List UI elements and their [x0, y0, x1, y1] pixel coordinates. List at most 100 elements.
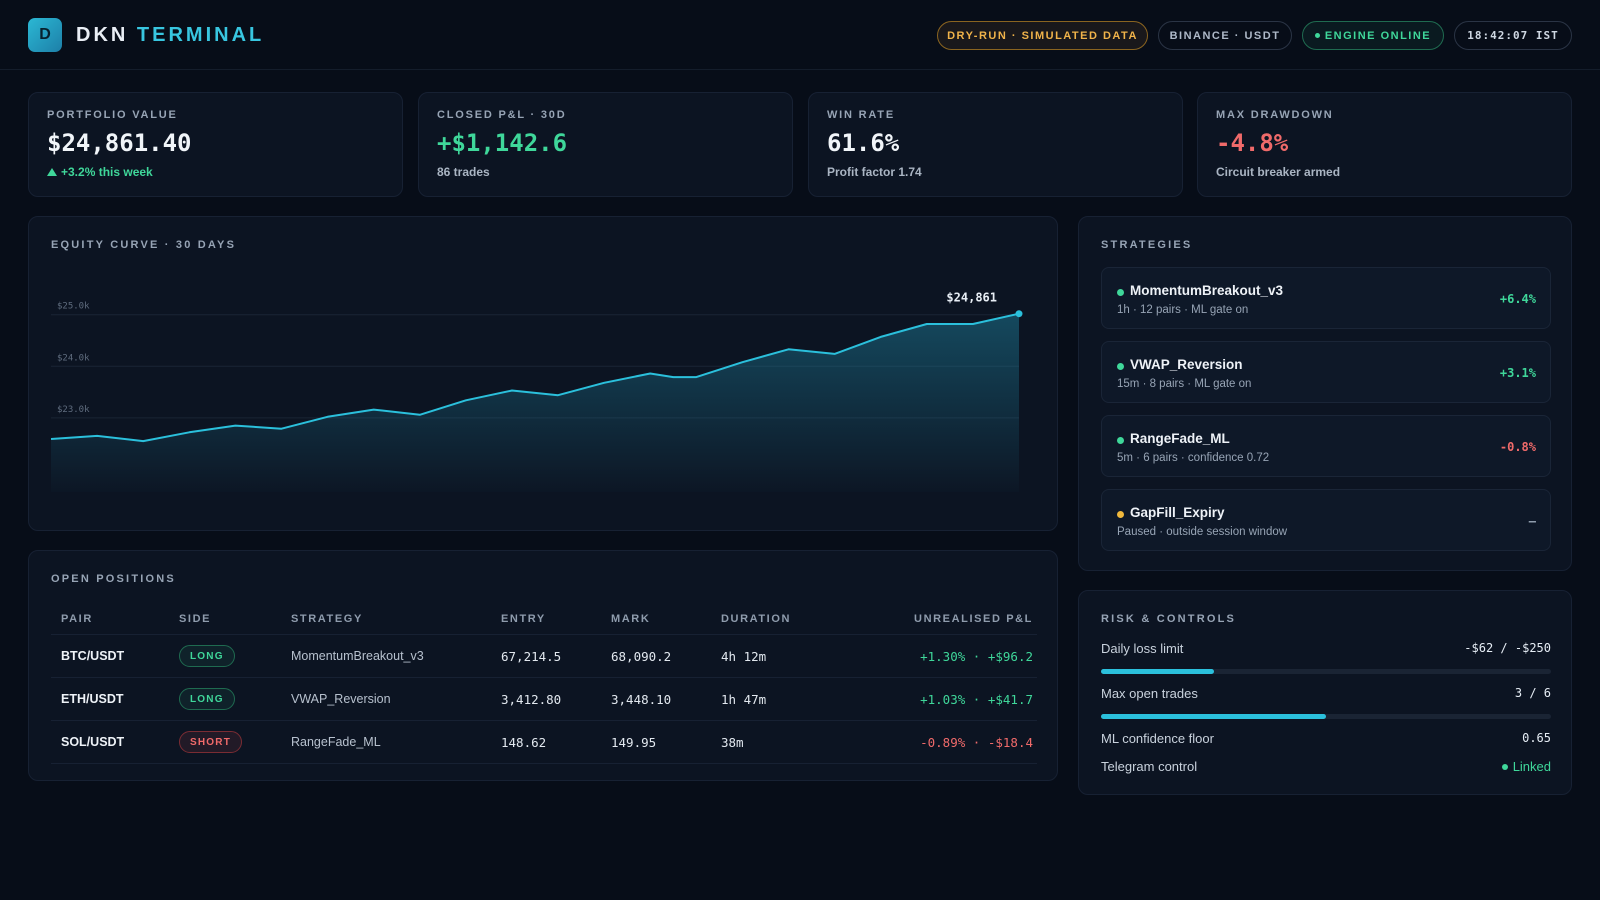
cell-mark: 68,090.2: [611, 649, 672, 664]
cell-pair: BTC/USDT: [61, 649, 125, 663]
cell-duration: 4h 12m: [721, 649, 767, 664]
status-dot-icon: [1117, 511, 1124, 518]
cell-mark: 3,448.10: [611, 692, 672, 707]
strategy-performance: +6.4%: [1499, 292, 1536, 306]
table-row[interactable]: ETH/USDT LONG VWAP_Reversion 3,412.80 3,…: [51, 678, 1037, 721]
daily-loss-value: -$62 / -$250: [1464, 641, 1551, 655]
exchange-badge-label: BINANCE · USDT: [1169, 29, 1281, 42]
max-trades-row: Max open trades 3 / 6: [1101, 686, 1551, 701]
engine-status-dot-icon: [1314, 33, 1320, 38]
daily-loss-label: Daily loss limit: [1101, 641, 1184, 656]
table-row[interactable]: BTC/USDT LONG MomentumBreakout_v3 67,214…: [51, 635, 1037, 678]
kpi-label: CLOSED P&L · 30D: [437, 109, 567, 121]
column-header-side[interactable]: SIDE: [179, 613, 212, 625]
side-badge: LONG: [179, 645, 235, 667]
strategy-item[interactable]: RangeFade_ML 5m · 6 pairs · confidence 0…: [1101, 415, 1551, 477]
top-bar: D DKN TERMINAL DRY-RUN · SIMULATED DATA …: [0, 0, 1600, 70]
y-tick-label: $25.0k: [57, 302, 90, 312]
table-row[interactable]: SOL/USDT SHORT RangeFade_ML 148.62 149.9…: [51, 721, 1037, 764]
side-badge: SHORT: [179, 731, 242, 753]
kpi-max-drawdown: MAX DRAWDOWN -4.8% Circuit breaker armed: [1197, 92, 1572, 197]
strategies-panel: STRATEGIES MomentumBreakout_v3 1h · 12 p…: [1078, 216, 1572, 571]
side-label: LONG: [190, 650, 224, 662]
mode-badge: DRY-RUN · SIMULATED DATA: [937, 21, 1148, 50]
equity-line: [50, 312, 1020, 443]
app-logo: D: [28, 18, 62, 52]
strategy-meta: Paused · outside session window: [1117, 526, 1288, 538]
telegram-status-label: Linked: [1512, 759, 1551, 774]
cell-mark: 149.95: [611, 735, 657, 750]
column-header-entry[interactable]: ENTRY: [501, 613, 546, 625]
kpi-label: WIN RATE: [827, 109, 895, 121]
column-header-strategy[interactable]: STRATEGY: [291, 613, 363, 625]
kpi-closed-pnl: CLOSED P&L · 30D +$1,142.6 86 trades: [418, 92, 793, 197]
telegram-label: Telegram control: [1101, 759, 1198, 774]
y-tick-label: $23.0k: [57, 405, 90, 415]
last-point-marker[interactable]: [1015, 310, 1023, 318]
risk-controls-panel: RISK & CONTROLS Daily loss limit -$62 / …: [1078, 590, 1572, 795]
kpi-label: PORTFOLIO VALUE: [47, 109, 178, 121]
column-header-duration[interactable]: DURATION: [721, 613, 792, 625]
equity-curve-panel: EQUITY CURVE · 30 DAYS $25.0k $24.0k $23.0…: [28, 216, 1058, 531]
column-header-mark[interactable]: MARK: [611, 613, 651, 625]
kpi-value: 61.6%: [827, 129, 900, 157]
side-label: SHORT: [190, 736, 231, 748]
cell-strategy: RangeFade_ML: [291, 735, 381, 749]
brand-part-2: TERMINAL: [136, 24, 265, 46]
ml-floor-label: ML confidence floor: [1101, 731, 1214, 746]
y-tick-label: $24.0k: [57, 353, 90, 363]
strategy-item[interactable]: MomentumBreakout_v3 1h · 12 pairs · ML g…: [1101, 267, 1551, 329]
strategy-name: MomentumBreakout_v3: [1130, 283, 1284, 298]
strategy-meta: 15m · 8 pairs · ML gate on: [1117, 378, 1252, 390]
cell-unrealised-pnl: +1.03% · +$41.7: [920, 692, 1033, 707]
status-dot-icon: [1117, 289, 1124, 296]
strategy-item[interactable]: VWAP_Reversion 15m · 8 pairs · ML gate o…: [1101, 341, 1551, 403]
clock-badge: 18:42:07 IST: [1454, 21, 1572, 50]
strategy-performance: -0.8%: [1499, 440, 1536, 454]
kpi-sub-text: +3.2% this week: [61, 165, 153, 179]
ml-floor-value: 0.65: [1522, 731, 1551, 745]
table-header: PAIR SIDE STRATEGY ENTRY MARK DURATION U…: [51, 605, 1037, 635]
telegram-status[interactable]: Linked: [1501, 759, 1551, 774]
last-value-label: $24,861: [946, 291, 997, 305]
positions-title: OPEN POSITIONS: [51, 573, 176, 585]
daily-loss-bar: [1101, 669, 1551, 674]
cell-pair: ETH/USDT: [61, 692, 124, 706]
brand-part-1: DKN: [76, 24, 129, 46]
engine-status-badge: ENGINE ONLINE: [1302, 21, 1444, 50]
positions-table: PAIR SIDE STRATEGY ENTRY MARK DURATION U…: [51, 605, 1037, 764]
max-trades-label: Max open trades: [1101, 686, 1198, 701]
max-trades-bar-fill: [1101, 714, 1326, 719]
strategy-meta: 1h · 12 pairs · ML gate on: [1117, 304, 1249, 316]
risk-title: RISK & CONTROLS: [1101, 613, 1237, 625]
strategy-name: RangeFade_ML: [1130, 431, 1230, 446]
side-label: LONG: [190, 693, 224, 705]
kpi-portfolio-value: PORTFOLIO VALUE $24,861.40 +3.2% this we…: [28, 92, 403, 197]
kpi-label: MAX DRAWDOWN: [1216, 109, 1334, 121]
cell-strategy: VWAP_Reversion: [291, 692, 391, 706]
status-dot-icon: [1117, 363, 1124, 370]
cell-duration: 1h 47m: [721, 692, 767, 707]
ml-floor-row: ML confidence floor 0.65: [1101, 731, 1551, 746]
strategy-performance: —: [1528, 514, 1536, 528]
cell-unrealised-pnl: +1.30% · +$96.2: [920, 649, 1033, 664]
kpi-sub: Profit factor 1.74: [827, 165, 922, 179]
column-header-pair[interactable]: PAIR: [61, 613, 93, 625]
kpi-sub: +3.2% this week: [47, 165, 384, 179]
strategy-name: VWAP_Reversion: [1130, 357, 1243, 372]
kpi-value: -4.8%: [1216, 129, 1289, 157]
strategy-item[interactable]: GapFill_Expiry Paused · outside session …: [1101, 489, 1551, 551]
strategy-name: GapFill_Expiry: [1130, 505, 1225, 520]
kpi-value: $24,861.40: [47, 129, 192, 157]
equity-chart: $25.0k $24.0k $23.0k $24,861: [50, 291, 1023, 492]
cell-entry: 148.62: [501, 735, 547, 750]
max-trades-value: 3 / 6: [1514, 686, 1551, 700]
column-header-unrealised-pnl[interactable]: UNREALISED P&L: [914, 613, 1033, 625]
open-positions-panel: OPEN POSITIONS PAIR SIDE STRATEGY ENTRY …: [28, 550, 1058, 781]
strategies-title: STRATEGIES: [1101, 239, 1193, 251]
trend-up-icon: [47, 168, 57, 176]
kpi-value: +$1,142.6: [437, 129, 568, 157]
kpi-win-rate: WIN RATE 61.6% Profit factor 1.74: [808, 92, 1183, 197]
kpi-sub: Circuit breaker armed: [1216, 165, 1341, 179]
cell-unrealised-pnl: -0.89% · -$18.4: [920, 735, 1033, 750]
